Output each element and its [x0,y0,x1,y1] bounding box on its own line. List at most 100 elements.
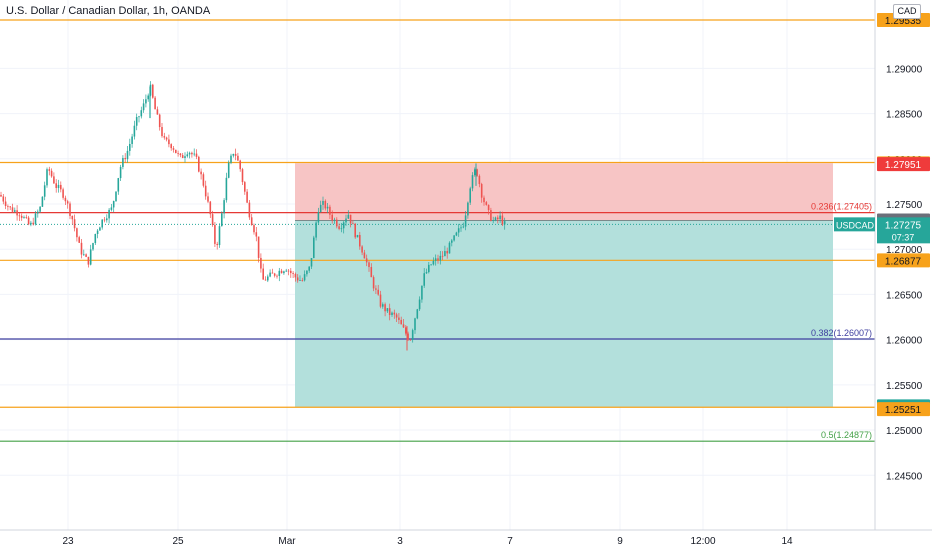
horizontal-levels[interactable]: 0.236(1.27405) 0.382(1.26007) 0.5(1.24877) [0,19,875,442]
candle-body [18,215,21,217]
candle-body [103,219,106,221]
candle-body [50,170,53,177]
candle-body [129,143,131,151]
currency-badge[interactable]: CAD [893,4,921,19]
candle-body [336,219,338,227]
candle-body [398,317,400,320]
stop-price-tag: 1.27951 [885,160,922,171]
axes [0,0,932,531]
candle-body [96,230,99,234]
candle-body [395,314,398,318]
price-tick-label: 1.25000 [886,426,923,437]
fib-level-label: 0.5(1.24877) [821,430,872,440]
candle-body [133,125,136,137]
candle-body [53,176,55,184]
candle-body [324,200,327,209]
candle-body [108,209,110,219]
candle-body [87,256,90,265]
candle-body [32,222,34,225]
candle-body [255,232,258,237]
candle-body [409,339,412,341]
candle-body [89,249,92,265]
candle-body [329,206,331,215]
candle-body [234,153,237,156]
candle-body [119,166,122,179]
time-axis[interactable]: 23 25 Mar 3 7 9 12:00 14 [62,536,793,547]
candle-body [474,169,476,176]
target-price-tag: 1.25251 [885,405,922,416]
candle-body [106,218,108,221]
candle-body [154,97,156,110]
candle-body [227,162,230,178]
candle-body [248,202,251,218]
candle-body [267,276,269,281]
candle-body [41,196,44,207]
candle-body [464,215,467,227]
candle-body [163,136,166,138]
price-tick-label: 1.28500 [886,110,923,121]
price-tick-label: 1.25500 [886,381,923,392]
candle-body [354,223,356,238]
candle-body [85,254,87,257]
candle-body [181,155,184,158]
candle-body [264,279,267,281]
candle-body [340,228,343,230]
candle-body [184,156,186,158]
candle-body [73,219,76,229]
candle-body [342,222,345,229]
candle-body [126,150,129,160]
bar-countdown: 07:37 [892,232,915,242]
candle-body [39,206,41,212]
candle-body [101,219,103,228]
candle-body [94,233,97,244]
candle-body [347,214,350,219]
candle-body [416,309,419,319]
candle-body [140,110,143,117]
candle-body [122,157,124,167]
candle-body [198,156,200,172]
symbol-tag: USDCAD [836,220,875,230]
candle-body [453,235,455,241]
candle-body [361,246,363,253]
price-axis[interactable]: 1.290001.285001.280001.275001.270001.265… [886,64,923,482]
candle-body [393,312,396,315]
candle-body [303,274,306,281]
candle-body [177,153,179,154]
time-tick-label: 9 [617,536,623,547]
candle-body [83,254,85,256]
candle-body [239,160,241,170]
candle-body [476,169,478,176]
candle-body [200,171,202,175]
time-tick-label: 7 [507,536,513,547]
candle-body [230,155,232,163]
candle-body [71,215,74,220]
candle-body [257,236,260,258]
time-tick-label: 3 [397,536,403,547]
candle-body [439,255,442,261]
candle-body [503,221,506,225]
last-price-value: 1.27275 [885,220,922,231]
candle-body [365,258,368,263]
candle-body [308,266,310,271]
candle-body [57,184,60,189]
candle-body [384,304,386,312]
candle-body [124,157,126,160]
candle-body [7,205,9,207]
candle-body [2,196,5,202]
candle-body [66,201,69,204]
candle-body [0,194,2,197]
candle-body [294,273,297,278]
candle-body [317,212,320,223]
chart-title: U.S. Dollar / Canadian Dollar, 1h, OANDA [6,5,211,17]
candles [0,81,506,351]
candle-body [499,215,501,220]
candle-body [223,200,225,214]
candle-body [246,191,248,203]
candle-body [290,270,292,274]
candle-body [218,226,221,246]
candle-body [147,95,149,100]
candle-body [232,153,235,156]
level-price-tag-bg [877,253,930,268]
